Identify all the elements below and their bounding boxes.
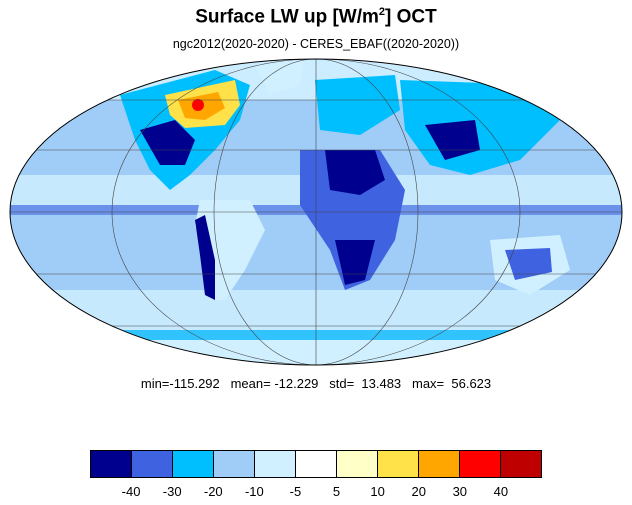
- canada-red: [192, 99, 204, 111]
- statistics-line: min=-115.292 mean= -12.229 std= 13.483 m…: [140, 376, 492, 391]
- colorbar: [90, 450, 542, 478]
- colorbar-swatch: [255, 451, 296, 477]
- colorbar-swatch: [419, 451, 460, 477]
- greenland: [255, 60, 305, 95]
- africa-core: [325, 150, 385, 195]
- title-tail: ] OCT: [385, 6, 437, 28]
- title-superscript: 2: [378, 6, 386, 18]
- north-america-core: [140, 120, 195, 165]
- colorbar-swatch: [378, 451, 419, 477]
- colorbar-tick-label: -20: [203, 484, 223, 499]
- africa: [300, 150, 405, 290]
- europe: [315, 75, 400, 135]
- colorbar-swatch: [173, 451, 214, 477]
- map-field: [10, 59, 622, 365]
- title-text: Surface LW up [W/m: [195, 6, 379, 28]
- colorbar-tick-label: 20: [411, 484, 426, 499]
- colorbar-tick-label: -10: [244, 484, 264, 499]
- map-subtitle: ngc2012(2020-2020) - CERES_EBAF((2020-20…: [172, 37, 460, 51]
- colorbar-swatch: [214, 451, 255, 477]
- colorbar-swatch: [337, 451, 378, 477]
- colorbar-tick-label: -40: [121, 484, 141, 499]
- colorbar-ticks: -40 -30 -20 -10 -5 5 10 20 30 40: [90, 484, 542, 502]
- colorbar-swatch: [296, 451, 337, 477]
- colorbar-tick-label: 40: [493, 484, 509, 499]
- australia-core: [505, 248, 552, 280]
- colorbar-tick-label: -5: [289, 484, 302, 499]
- globe-outline: [9, 58, 623, 366]
- colorbar-tick-label: 10: [370, 484, 385, 499]
- map-title: Surface LW up [W/m2] OCT: [0, 6, 632, 28]
- colorbar-tick-label: -30: [162, 484, 182, 499]
- andes: [195, 215, 215, 300]
- colorbar-swatch: [460, 451, 501, 477]
- colorbar-tick-label: 5: [332, 484, 341, 499]
- colorbar-swatch: [501, 451, 541, 477]
- colorbar-swatch: [132, 451, 173, 477]
- colorbar-tick-label: 30: [452, 484, 468, 499]
- antarctica: [60, 340, 580, 365]
- colorbar-swatch: [91, 451, 132, 477]
